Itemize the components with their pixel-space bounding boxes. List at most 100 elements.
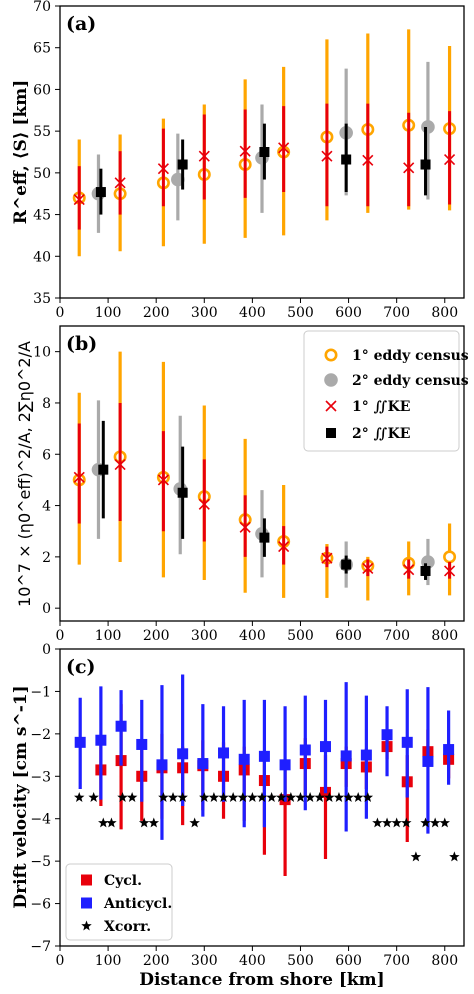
data-point-cross bbox=[444, 153, 456, 166]
panel-letter: (b) bbox=[66, 333, 97, 355]
data-point-ring bbox=[443, 550, 457, 564]
data-point-star bbox=[276, 792, 287, 802]
x-tick-label: 500 bbox=[287, 953, 314, 969]
x-tick-label: 300 bbox=[191, 628, 218, 644]
data-point-cross bbox=[157, 163, 169, 175]
data-point-square bbox=[340, 750, 352, 762]
x-tick-label: 100 bbox=[95, 953, 122, 969]
data-point-square bbox=[381, 729, 393, 741]
data-point-square bbox=[420, 159, 431, 170]
data-point-star bbox=[429, 817, 441, 828]
legend-marker-cross bbox=[325, 400, 337, 412]
y-tick-label: 6 bbox=[42, 447, 51, 463]
data-point-star bbox=[324, 792, 335, 802]
data-point-square bbox=[177, 159, 188, 170]
data-point-square bbox=[136, 738, 148, 750]
panel-letter: (a) bbox=[66, 13, 96, 35]
data-point-cross bbox=[239, 521, 251, 533]
x-tick-label: 200 bbox=[143, 305, 170, 321]
legend-label: Cycl. bbox=[104, 873, 142, 889]
x-tick-label: 100 bbox=[95, 628, 122, 644]
legend-c: Cycl. Anticycl. Xcorr. bbox=[65, 863, 173, 941]
x-tick-label: 700 bbox=[383, 953, 410, 969]
data-point-star bbox=[314, 792, 325, 802]
data-point-star bbox=[295, 792, 306, 802]
data-point-square bbox=[177, 487, 188, 498]
y-tick-label: 45 bbox=[33, 208, 51, 224]
legend-marker-square-red bbox=[81, 874, 92, 886]
data-point-cross bbox=[114, 177, 126, 189]
y-tick-label: 0 bbox=[42, 642, 51, 658]
x-axis-title: Distance from shore [km] bbox=[139, 970, 384, 990]
y-axis-title-b: 10^7 × (η0^eff)^2/A, 2∑η0^2/A bbox=[15, 341, 34, 607]
y-tick-label: 8 bbox=[42, 396, 51, 412]
panel-c: 0 100 200 300 400 500 600 700 800 −7 −6 −5 −4 −3 −2 −1 0… bbox=[11, 642, 465, 990]
data-point-star bbox=[449, 851, 460, 862]
legend-marker-disc bbox=[324, 373, 338, 387]
series-x bbox=[73, 402, 456, 579]
y-tick-label: 10 bbox=[33, 345, 51, 361]
series-square bbox=[98, 420, 431, 580]
data-point-square bbox=[238, 753, 250, 765]
legend-marker-star bbox=[81, 920, 92, 931]
data-point-square bbox=[156, 759, 168, 771]
data-point-square bbox=[95, 734, 107, 746]
x-tick-label: 800 bbox=[431, 305, 458, 321]
data-point-star bbox=[285, 792, 297, 802]
y-tick-label: −7 bbox=[30, 939, 51, 955]
data-point-star bbox=[158, 792, 169, 802]
panel-a: 0 100 200 300 400 500 600 700 800 35 40 45 50 55 60 65 7… bbox=[11, 0, 465, 321]
data-point-star bbox=[106, 817, 117, 828]
data-point-square bbox=[258, 750, 270, 762]
y-tick-label: 4 bbox=[42, 499, 51, 515]
legend-label: 1° ∬KE bbox=[352, 399, 410, 415]
plot-frame bbox=[59, 648, 465, 947]
x-tick-label: 400 bbox=[239, 953, 266, 969]
data-point-square bbox=[420, 565, 431, 576]
legend-label: Xcorr. bbox=[104, 919, 151, 935]
data-point-star bbox=[167, 792, 179, 802]
data-point-square bbox=[95, 187, 106, 198]
data-point-square bbox=[299, 744, 311, 756]
data-point-star bbox=[372, 817, 383, 828]
series-square bbox=[95, 704, 455, 876]
x-tick-label: 600 bbox=[335, 628, 362, 644]
data-point-square bbox=[341, 559, 352, 570]
data-point-star bbox=[227, 792, 239, 802]
x-tick-label: 800 bbox=[431, 953, 458, 969]
data-point-cross bbox=[362, 562, 374, 574]
y-tick-label: −6 bbox=[30, 897, 51, 913]
data-point-square bbox=[259, 532, 270, 543]
data-point-square bbox=[360, 749, 372, 761]
data-point-star bbox=[410, 851, 422, 862]
data-point-star bbox=[138, 817, 150, 828]
legend-box bbox=[65, 863, 173, 941]
x-tick-label: 200 bbox=[143, 628, 170, 644]
data-point-star bbox=[189, 817, 200, 828]
legend-b: 1° eddy census 2° eddy census 1° ∬KE 2° ∬KE bbox=[303, 330, 469, 452]
y-tick-label: 60 bbox=[33, 82, 51, 98]
y-tick-label: −2 bbox=[30, 727, 51, 743]
panel-letter: (c) bbox=[66, 656, 96, 678]
legend-marker-square bbox=[326, 428, 336, 438]
y-tick-label: 0 bbox=[42, 601, 51, 617]
series-square bbox=[95, 123, 431, 215]
data-point-cross bbox=[114, 458, 126, 471]
x-tick-label: 200 bbox=[143, 953, 170, 969]
data-point-star bbox=[256, 792, 268, 802]
data-point-square bbox=[259, 147, 270, 157]
series-x bbox=[73, 103, 456, 230]
y-tick-label: 50 bbox=[33, 166, 51, 182]
x-tick-label: 0 bbox=[56, 953, 65, 969]
data-point-cross bbox=[198, 498, 210, 510]
data-point-cross bbox=[321, 150, 333, 162]
legend-label: 2° eddy census bbox=[352, 373, 469, 389]
legend-label: Anticycl. bbox=[103, 896, 172, 912]
x-tick-label: 300 bbox=[191, 305, 218, 321]
x-tick-label: 0 bbox=[56, 628, 65, 644]
x-tick-label: 700 bbox=[383, 305, 410, 321]
data-point-cross bbox=[157, 474, 169, 486]
data-point-square bbox=[115, 720, 127, 732]
y-tick-label: 2 bbox=[42, 550, 51, 566]
